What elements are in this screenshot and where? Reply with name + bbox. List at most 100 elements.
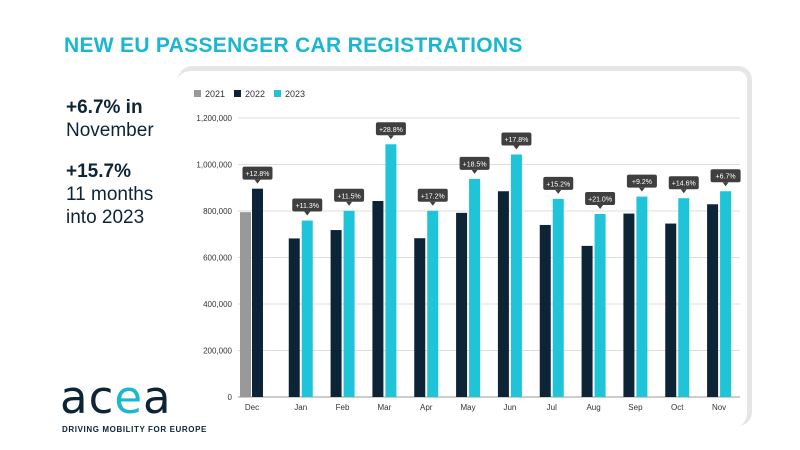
- change-label-pointer: [471, 169, 478, 174]
- x-tick-label: Aug: [586, 403, 600, 412]
- bar-2022: [707, 204, 719, 397]
- bar-2022: [581, 245, 593, 397]
- change-label: +21.0%: [588, 197, 612, 204]
- bar-2023: [594, 214, 606, 397]
- bar-2022: [665, 223, 677, 397]
- change-label-box: [710, 169, 741, 183]
- y-tick-label: 600,000: [203, 254, 232, 263]
- change-label-box: [417, 188, 448, 202]
- change-label-box: [668, 176, 699, 190]
- bar-2023: [343, 210, 355, 397]
- legend-swatch: [234, 90, 241, 97]
- change-label-pointer: [722, 182, 729, 187]
- change-label: +18.5%: [463, 161, 487, 168]
- y-tick-label: 1,000,000: [196, 161, 232, 170]
- acea-logo: acea: [60, 375, 172, 420]
- change-label: +9.2%: [632, 179, 652, 186]
- bar-2022: [288, 238, 300, 397]
- y-tick-label: 1,200,000: [196, 114, 232, 123]
- legend-label: 2022: [245, 89, 265, 99]
- bar-2023: [301, 220, 313, 397]
- chart-panel-frame: [178, 66, 752, 426]
- change-label-box: [334, 188, 365, 202]
- change-label-box: [292, 198, 323, 212]
- x-tick-label: Jul: [547, 403, 557, 412]
- bar-2022: [372, 201, 384, 397]
- change-label: +17.2%: [421, 193, 445, 200]
- change-label-box: [543, 176, 574, 190]
- logo-text-e: e: [114, 371, 144, 424]
- logo-text-a: ac: [60, 371, 115, 424]
- november-stat: +6.7% in November: [66, 96, 154, 142]
- ytd-stat: +15.7% 11 months into 2023: [66, 160, 153, 229]
- change-label-pointer: [346, 201, 353, 206]
- x-tick-label: Jan: [294, 403, 307, 412]
- bar-2022: [414, 238, 426, 397]
- bar-2023: [636, 196, 648, 397]
- change-label-pointer: [680, 189, 687, 194]
- change-label: +11.3%: [296, 203, 319, 210]
- change-label-box: [626, 174, 657, 188]
- bar-2023: [720, 191, 732, 397]
- y-tick-label: 0: [228, 393, 233, 402]
- change-label-pointer: [304, 211, 311, 216]
- x-tick-label: Nov: [712, 403, 726, 412]
- change-label-pointer: [387, 135, 394, 140]
- x-tick-label: Feb: [336, 403, 350, 412]
- change-label-pointer: [555, 189, 562, 194]
- change-label-pointer: [429, 201, 436, 206]
- x-tick-label: Apr: [420, 403, 433, 412]
- bar-2023: [510, 154, 522, 397]
- legend-label: 2021: [205, 89, 225, 99]
- change-label-box: [585, 192, 616, 206]
- change-label: +11.5%: [337, 193, 360, 200]
- change-label-pointer: [513, 145, 520, 150]
- x-tick-label: Mar: [378, 403, 392, 412]
- change-label-box: [501, 132, 532, 146]
- change-label-box: [375, 122, 406, 136]
- november-stat-month: November: [66, 120, 154, 141]
- bar-2023: [385, 144, 397, 397]
- x-tick-label: Dec: [245, 403, 259, 412]
- bar-2023: [469, 178, 481, 397]
- november-stat-headline: +6.7% in: [66, 97, 143, 118]
- change-label-box: [459, 156, 490, 170]
- change-label: +12.8%: [246, 171, 270, 178]
- change-label-pointer: [597, 205, 604, 210]
- y-tick-label: 200,000: [203, 347, 232, 356]
- page-title: NEW EU PASSENGER CAR REGISTRATIONS: [64, 34, 523, 57]
- bar-2022: [623, 213, 635, 397]
- change-label-pointer: [254, 179, 261, 184]
- y-tick-label: 400,000: [203, 300, 232, 309]
- change-label: +14.6%: [672, 181, 696, 188]
- logo-text-b: a: [143, 371, 172, 424]
- x-tick-label: Oct: [671, 403, 684, 412]
- bar-2022: [330, 230, 342, 397]
- legend-swatch: [194, 90, 201, 97]
- change-label-pointer: [638, 187, 645, 192]
- bar-2023: [678, 198, 690, 397]
- legend-swatch: [274, 90, 281, 97]
- x-tick-label: Sep: [628, 403, 643, 412]
- x-tick-label: Jun: [503, 403, 516, 412]
- change-label: +17.8%: [504, 137, 528, 144]
- bar-2023: [552, 198, 564, 397]
- bar-2023: [427, 210, 439, 397]
- logo-tagline: DRIVING MOBILITY FOR EUROPE: [62, 425, 207, 434]
- ytd-stat-line2: 11 months: [66, 184, 154, 205]
- ytd-stat-line3: into 2023: [66, 207, 145, 228]
- change-label: +28.8%: [379, 127, 403, 134]
- x-tick-label: May: [461, 403, 476, 412]
- legend-label: 2023: [285, 89, 305, 99]
- bar-2022: [539, 224, 551, 397]
- change-label: +15.2%: [546, 181, 570, 188]
- change-label-box: [242, 166, 273, 180]
- change-label: +6.7%: [716, 174, 736, 181]
- bar-2022: [497, 191, 509, 397]
- ytd-stat-headline: +15.7%: [66, 161, 131, 182]
- bar-2022: [252, 188, 263, 397]
- y-tick-label: 800,000: [203, 207, 232, 216]
- bar-2022: [456, 212, 468, 397]
- bar-2021: [240, 212, 251, 397]
